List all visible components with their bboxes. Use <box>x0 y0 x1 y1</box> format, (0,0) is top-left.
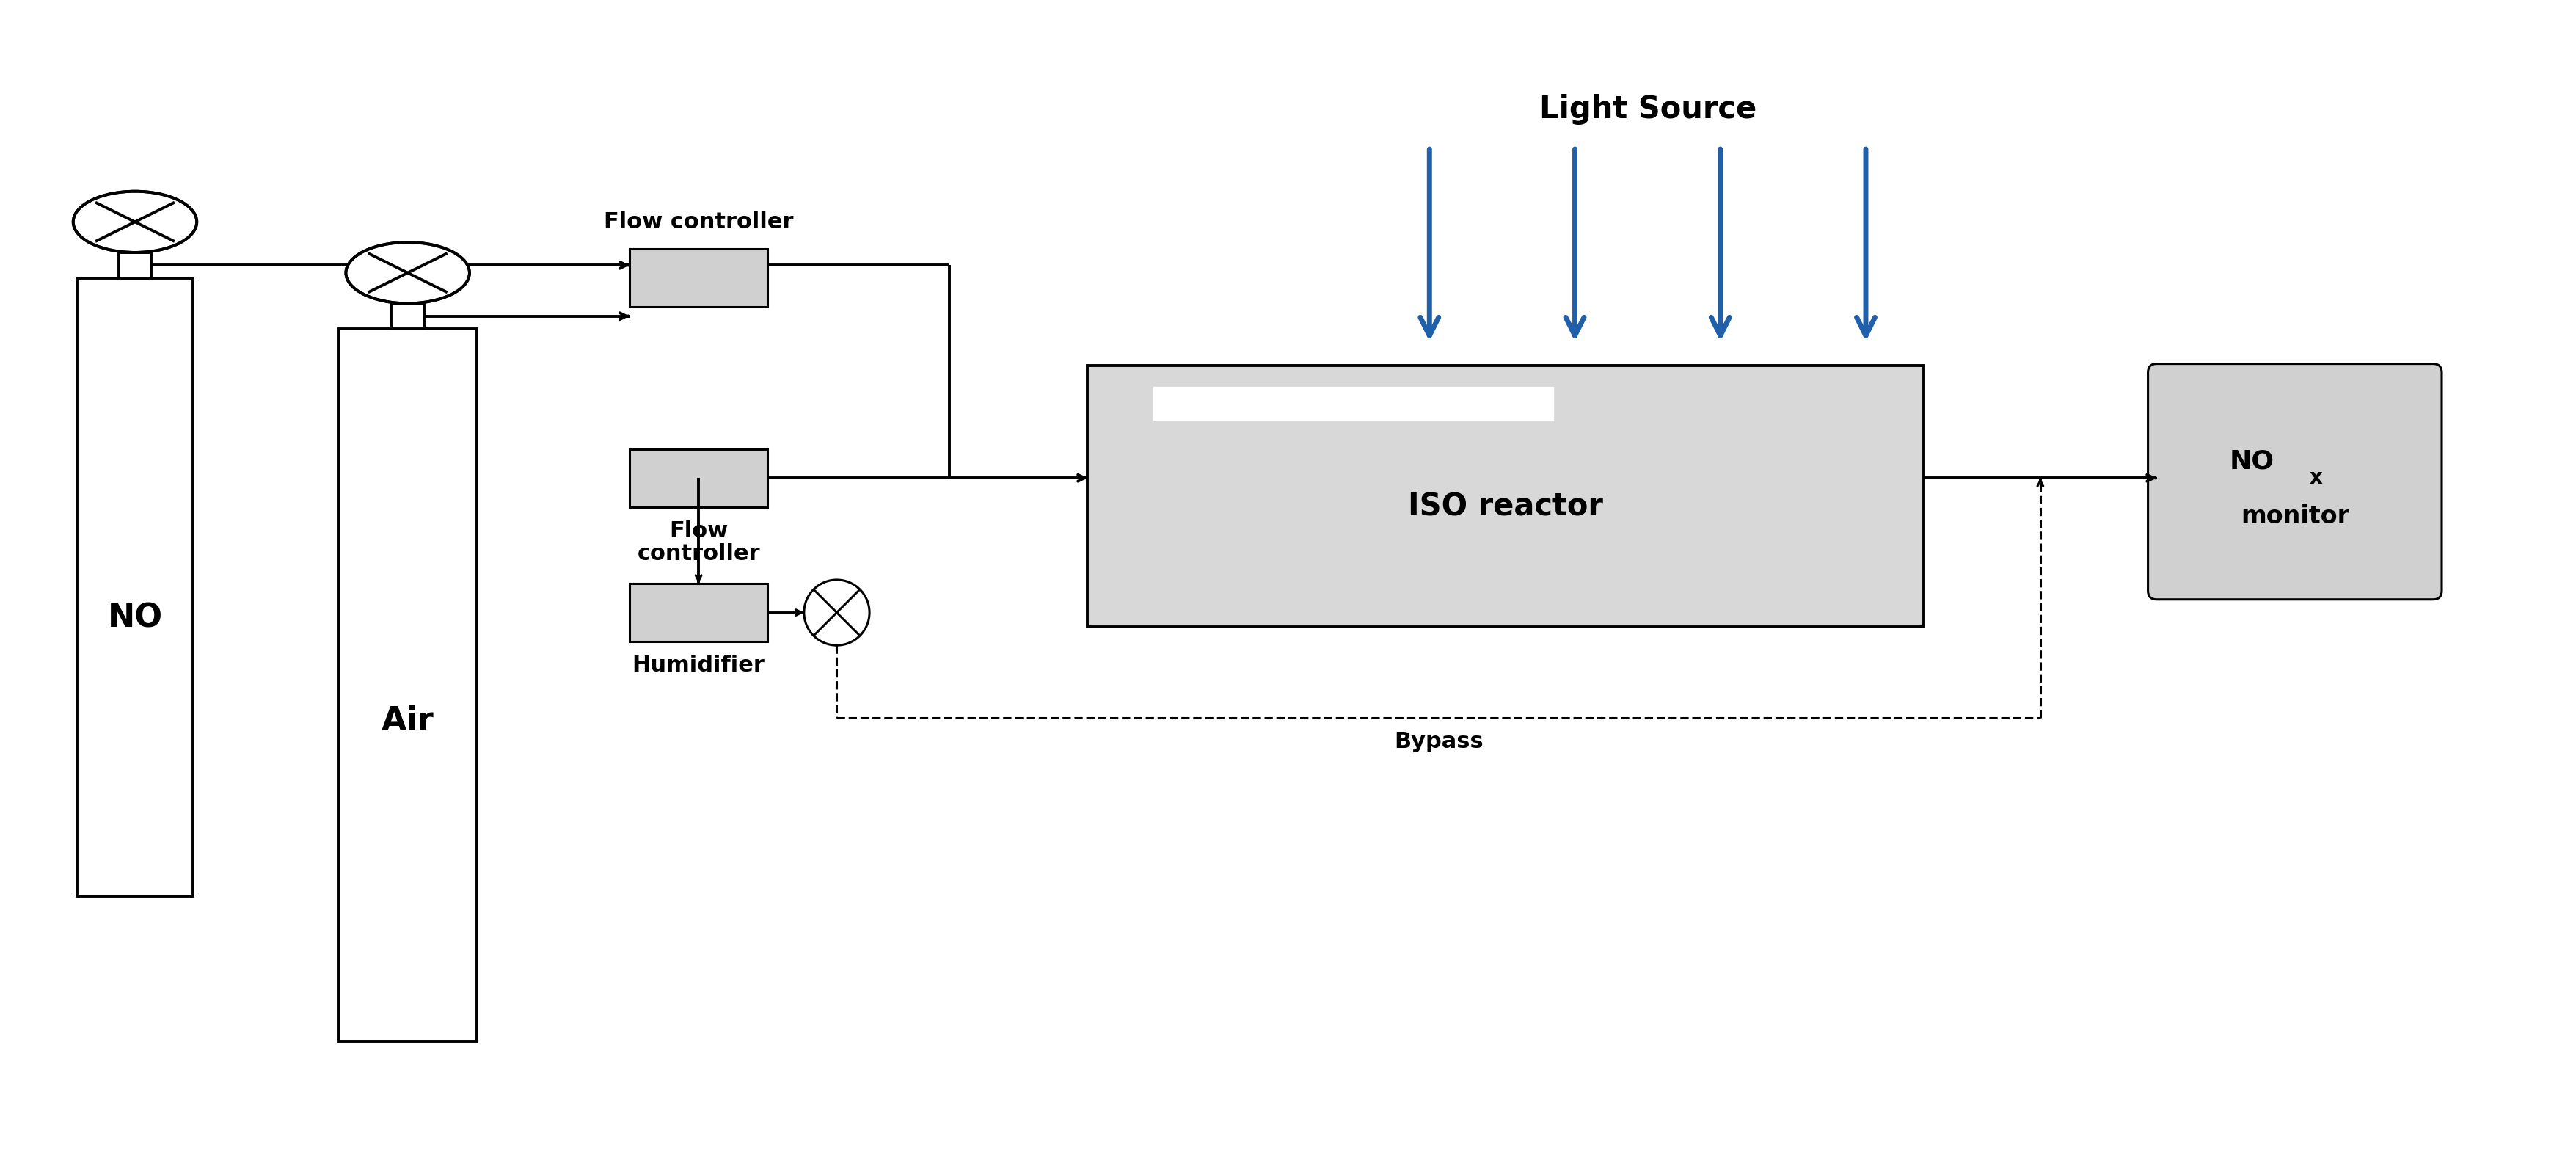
FancyBboxPatch shape <box>2148 364 2442 600</box>
FancyBboxPatch shape <box>629 584 768 642</box>
FancyBboxPatch shape <box>1154 387 1553 420</box>
Text: Flow controller: Flow controller <box>603 212 793 232</box>
Text: Light Source: Light Source <box>1538 95 1757 125</box>
Ellipse shape <box>72 192 196 252</box>
Text: Humidifier: Humidifier <box>631 654 765 676</box>
Text: x: x <box>2308 468 2324 488</box>
Text: NO: NO <box>108 602 162 633</box>
FancyBboxPatch shape <box>1087 365 1924 627</box>
Text: Air: Air <box>381 705 433 736</box>
FancyBboxPatch shape <box>118 252 152 277</box>
FancyBboxPatch shape <box>629 449 768 507</box>
FancyBboxPatch shape <box>629 249 768 307</box>
Text: Bypass: Bypass <box>1394 731 1484 753</box>
Text: NO: NO <box>2231 449 2275 474</box>
Text: ISO reactor: ISO reactor <box>1409 491 1602 523</box>
Text: monitor: monitor <box>2241 504 2349 528</box>
Text: Flow
controller: Flow controller <box>636 520 760 564</box>
FancyBboxPatch shape <box>337 328 477 1042</box>
FancyBboxPatch shape <box>392 303 425 328</box>
FancyBboxPatch shape <box>77 277 193 896</box>
Ellipse shape <box>345 243 469 303</box>
